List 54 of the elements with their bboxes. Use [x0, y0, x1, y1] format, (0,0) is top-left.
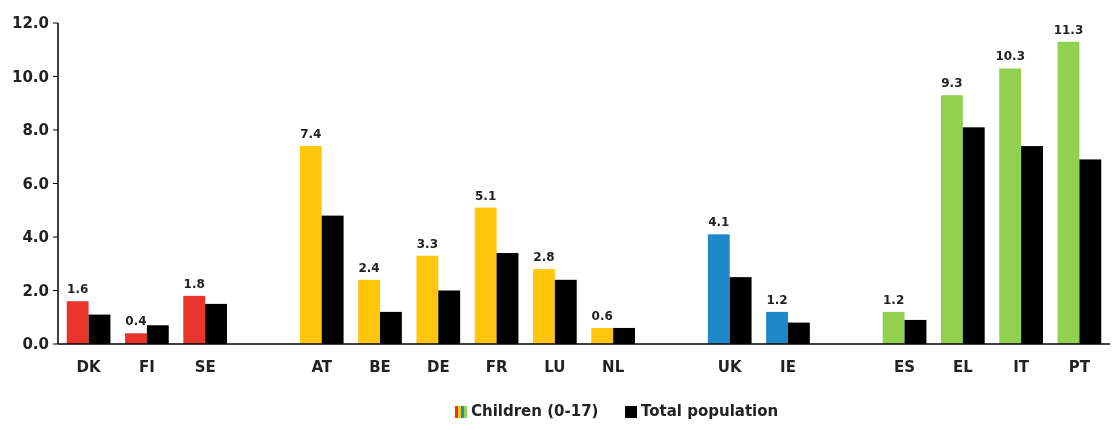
- bar: [533, 269, 555, 344]
- bar: [474, 207, 497, 344]
- data-label: 9.3: [941, 76, 963, 91]
- x-tick-label: NL: [602, 358, 625, 376]
- data-label: 1.2: [882, 292, 905, 307]
- y-tick-label: 2.0: [22, 281, 49, 300]
- bar: [882, 311, 905, 344]
- data-label: 7.4: [300, 127, 322, 142]
- x-tick-label: BE: [369, 358, 391, 376]
- bar: [66, 301, 89, 344]
- data-label: 5.1: [475, 188, 497, 203]
- data-label: 1.2: [766, 292, 788, 307]
- x-tick-label: SE: [194, 358, 216, 376]
- data-label: 2.8: [533, 250, 555, 265]
- bar: [940, 95, 963, 344]
- legend-label: Children (0-17): [471, 402, 599, 420]
- bar: [591, 327, 614, 344]
- data-label: 0.6: [591, 308, 613, 323]
- x-tick-label: IT: [1013, 358, 1030, 376]
- bar: [358, 279, 381, 344]
- bar: [416, 255, 439, 344]
- x-tick-label: IE: [780, 358, 796, 376]
- bar: [125, 333, 147, 344]
- bar: [299, 146, 322, 344]
- data-label: 10.3: [995, 49, 1025, 64]
- y-tick-label: 0.0: [22, 335, 49, 354]
- y-tick-label: 12.0: [11, 14, 49, 33]
- bar: [999, 68, 1022, 344]
- x-tick-label: AT: [311, 358, 333, 376]
- x-tick-label: FR: [485, 358, 508, 376]
- data-label: 3.3: [416, 236, 438, 251]
- data-label: 11.3: [1053, 22, 1084, 37]
- data-label: 0.4: [125, 314, 147, 329]
- legend-label: Total population: [641, 402, 779, 420]
- y-tick-label: 10.0: [11, 67, 49, 86]
- data-label: 2.4: [358, 260, 380, 275]
- bar: [183, 295, 206, 344]
- x-tick-label: ES: [894, 358, 916, 376]
- y-tick-label: 8.0: [22, 121, 49, 140]
- x-tick-label: LU: [544, 358, 566, 376]
- x-tick-label: EL: [952, 358, 974, 376]
- bar: [707, 234, 730, 344]
- x-tick-label: UK: [717, 358, 743, 376]
- bar: [766, 311, 788, 344]
- x-tick-label: FI: [138, 358, 155, 376]
- x-tick-label: DK: [76, 358, 103, 376]
- data-label: 1.6: [67, 282, 89, 297]
- data-label: 4.1: [708, 215, 730, 230]
- data-label: 1.8: [183, 276, 205, 291]
- x-tick-label: PT: [1068, 358, 1091, 376]
- y-tick-label: 4.0: [22, 228, 49, 247]
- x-tick-label: DE: [426, 358, 450, 376]
- y-tick-label: 6.0: [22, 174, 49, 193]
- bar: [1057, 41, 1080, 344]
